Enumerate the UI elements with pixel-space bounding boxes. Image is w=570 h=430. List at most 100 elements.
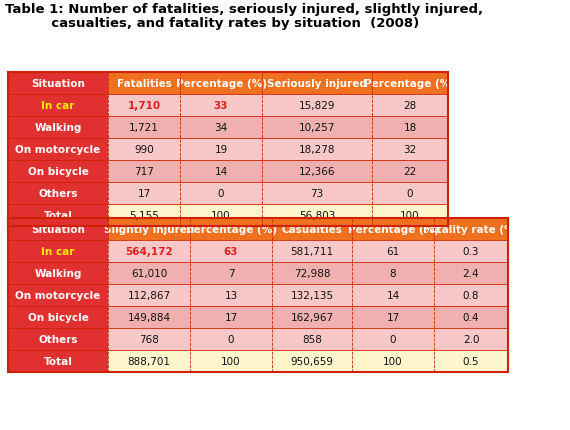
- Text: Table 1: Number of fatalities, seriously injured, slightly injured,: Table 1: Number of fatalities, seriously…: [5, 3, 483, 16]
- Text: 1,710: 1,710: [128, 101, 161, 111]
- Bar: [434, 328, 508, 350]
- Text: Situation: Situation: [31, 224, 85, 234]
- Bar: [190, 262, 272, 284]
- Bar: [8, 183, 108, 205]
- Text: 73: 73: [311, 189, 324, 199]
- Text: 0.4: 0.4: [463, 312, 479, 322]
- Bar: [262, 183, 372, 205]
- Text: 100: 100: [211, 211, 231, 221]
- Bar: [372, 139, 448, 161]
- Text: 132,135: 132,135: [291, 290, 333, 300]
- Text: Percentage (%): Percentage (%): [364, 79, 455, 89]
- Bar: [272, 306, 352, 328]
- Bar: [434, 306, 508, 328]
- Text: Percentage (%): Percentage (%): [176, 79, 267, 89]
- Text: Others: Others: [38, 334, 78, 344]
- Bar: [190, 284, 272, 306]
- Bar: [108, 183, 180, 205]
- Text: On motorcycle: On motorcycle: [15, 290, 101, 300]
- Text: 149,884: 149,884: [128, 312, 170, 322]
- Bar: [180, 183, 262, 205]
- Bar: [8, 161, 108, 183]
- Text: 56,803: 56,803: [299, 211, 335, 221]
- Bar: [108, 284, 190, 306]
- Bar: [190, 328, 272, 350]
- Bar: [262, 161, 372, 183]
- Text: On motorcycle: On motorcycle: [15, 144, 101, 155]
- Text: Others: Others: [38, 189, 78, 199]
- Text: 19: 19: [214, 144, 227, 155]
- Bar: [190, 240, 272, 262]
- Text: 7: 7: [227, 268, 234, 278]
- Text: 32: 32: [404, 144, 417, 155]
- Bar: [372, 161, 448, 183]
- Text: In car: In car: [41, 101, 75, 111]
- Bar: [8, 262, 108, 284]
- Text: 100: 100: [221, 356, 241, 366]
- Bar: [262, 95, 372, 117]
- Bar: [262, 73, 372, 95]
- Text: Fatalities: Fatalities: [116, 79, 172, 89]
- Bar: [272, 240, 352, 262]
- Bar: [180, 117, 262, 139]
- Text: 5,155: 5,155: [129, 211, 159, 221]
- Bar: [108, 240, 190, 262]
- Text: Walking: Walking: [34, 268, 82, 278]
- Text: 0: 0: [218, 189, 224, 199]
- Text: 0.3: 0.3: [463, 246, 479, 256]
- Bar: [8, 95, 108, 117]
- Bar: [108, 117, 180, 139]
- Text: Walking: Walking: [34, 123, 82, 133]
- Bar: [272, 218, 352, 240]
- Text: 17: 17: [225, 312, 238, 322]
- Bar: [180, 139, 262, 161]
- Bar: [108, 218, 190, 240]
- Bar: [262, 205, 372, 227]
- Text: 564,172: 564,172: [125, 246, 173, 256]
- Bar: [262, 139, 372, 161]
- Bar: [434, 240, 508, 262]
- Bar: [8, 218, 108, 240]
- Text: 100: 100: [400, 211, 420, 221]
- Text: 950,659: 950,659: [291, 356, 333, 366]
- Text: 581,711: 581,711: [291, 246, 333, 256]
- Bar: [434, 218, 508, 240]
- Bar: [180, 73, 262, 95]
- Bar: [262, 117, 372, 139]
- Text: 0.5: 0.5: [463, 356, 479, 366]
- Bar: [180, 161, 262, 183]
- Bar: [8, 350, 108, 372]
- Text: 990: 990: [134, 144, 154, 155]
- Bar: [108, 350, 190, 372]
- Text: 2.0: 2.0: [463, 334, 479, 344]
- Text: Total: Total: [43, 211, 72, 221]
- Bar: [8, 139, 108, 161]
- Bar: [8, 284, 108, 306]
- Bar: [352, 328, 434, 350]
- Text: 61,010: 61,010: [131, 268, 167, 278]
- Text: 34: 34: [214, 123, 227, 133]
- Bar: [352, 284, 434, 306]
- Bar: [434, 350, 508, 372]
- Text: Percentage (%): Percentage (%): [185, 224, 276, 234]
- Bar: [8, 218, 508, 372]
- Text: 10,257: 10,257: [299, 123, 335, 133]
- Bar: [372, 205, 448, 227]
- Bar: [108, 161, 180, 183]
- Bar: [372, 95, 448, 117]
- Text: 14: 14: [386, 290, 400, 300]
- Text: 100: 100: [383, 356, 403, 366]
- Text: 888,701: 888,701: [128, 356, 170, 366]
- Text: 14: 14: [214, 166, 227, 177]
- Bar: [180, 205, 262, 227]
- Bar: [8, 306, 108, 328]
- Text: Situation: Situation: [31, 79, 85, 89]
- Bar: [372, 73, 448, 95]
- Text: 0: 0: [390, 334, 396, 344]
- Text: Casualties: Casualties: [282, 224, 343, 234]
- Bar: [352, 306, 434, 328]
- Text: Slightly injured: Slightly injured: [104, 224, 194, 234]
- Text: 18,278: 18,278: [299, 144, 335, 155]
- Bar: [352, 240, 434, 262]
- Bar: [108, 95, 180, 117]
